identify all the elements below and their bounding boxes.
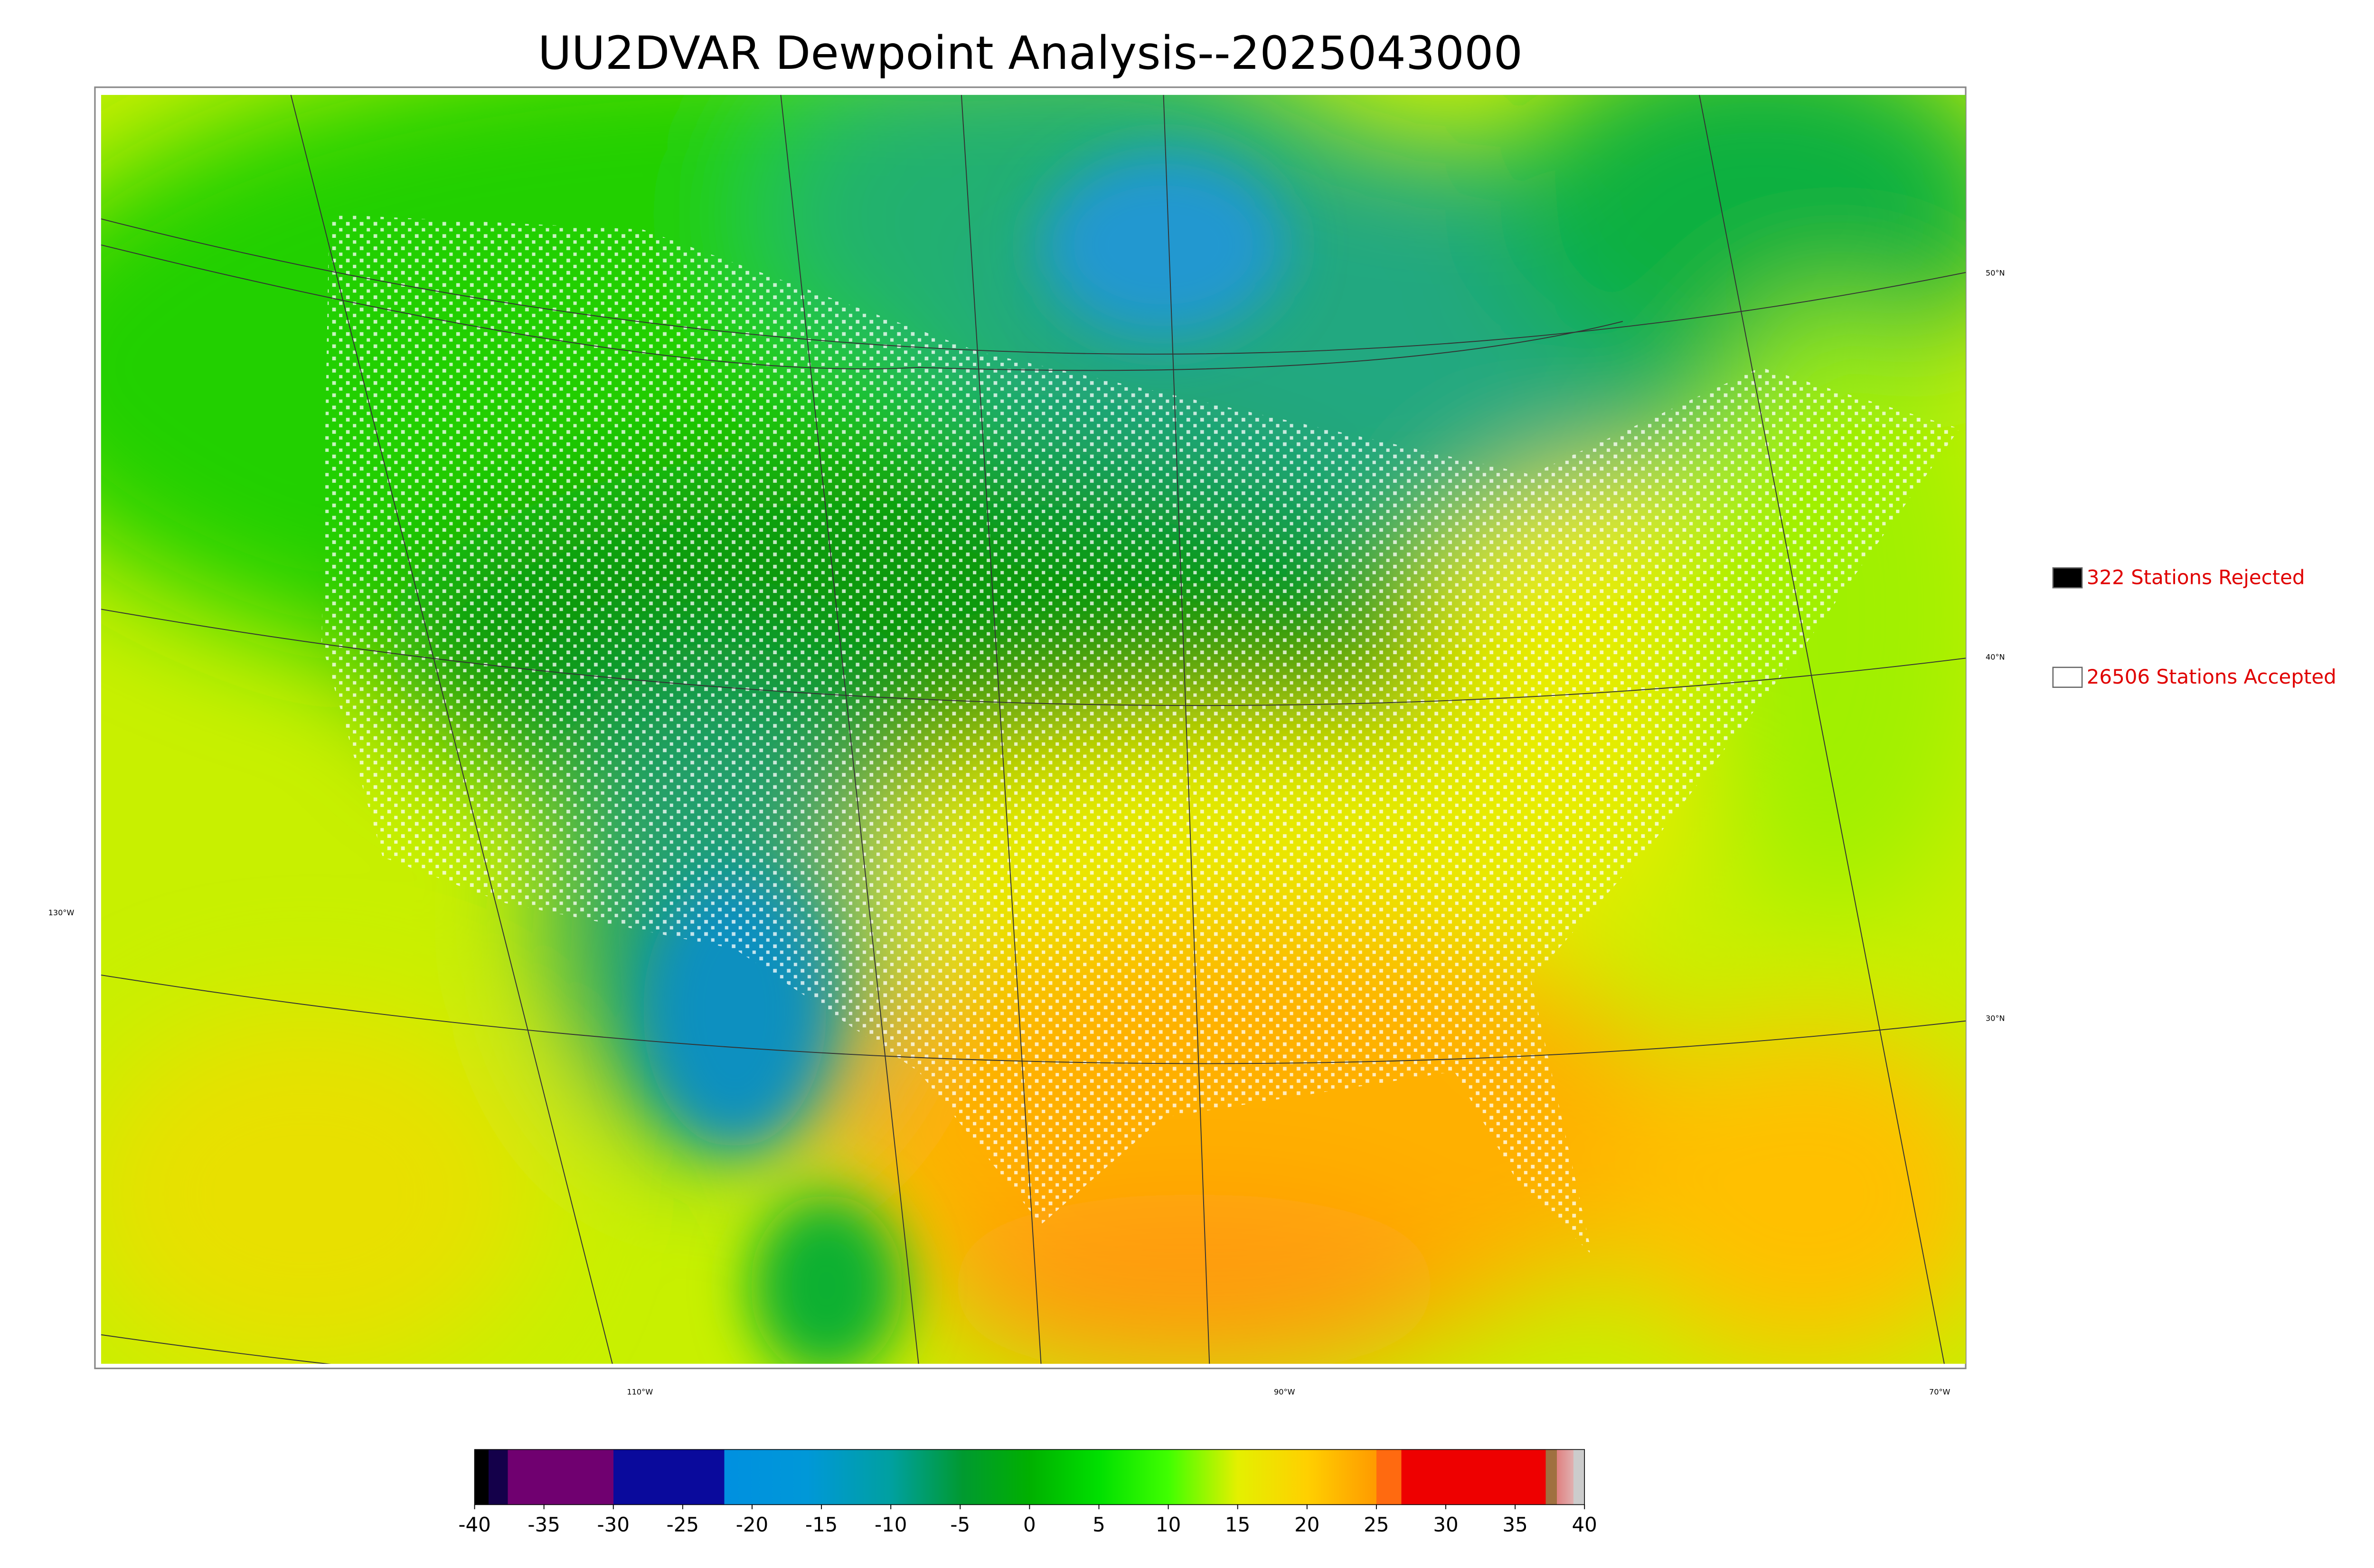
colorbar [474,1449,1585,1505]
lat-label: 40°N [1986,653,2005,662]
lon-label: 130°W [48,908,75,917]
lat-labels: 50°N 40°N 30°N [1986,268,2005,1023]
colorbar-tick-label: -15 [805,1513,838,1536]
colorbar-tick-label: -25 [667,1513,699,1536]
lat-label: 50°N [1986,268,2005,277]
colorbar-tick-label: 25 [1364,1513,1389,1536]
lon-label: 70°W [1929,1387,1950,1396]
colorbar-tick-label: 40 [1572,1513,1597,1536]
dewpoint-field [101,94,1966,1364]
colorbar-ticks: -40 -35 -30 -25 -20 -15 -10 -5 0 5 10 15 20 25 30 35 40 [458,1504,1597,1536]
colorbar-tick-label: -40 [458,1513,490,1536]
colorbar-tick-label: 5 [1093,1513,1105,1536]
lon-label: 110°W [627,1387,653,1396]
colorbar-tick-label: -35 [528,1513,560,1536]
colorbar-tick-label: -5 [950,1513,970,1536]
colorbar-tick-label: -10 [875,1513,907,1536]
colorbar-tick-label: 35 [1502,1513,1527,1536]
lon-labels: 130°W 110°W 90°W 70°W [48,908,1950,1396]
legend-label: 322 Stations Rejected [2087,565,2305,589]
colorbar-tick-label: 15 [1225,1513,1250,1536]
colorbar-tick-label: -30 [597,1513,630,1536]
lon-label: 90°W [1274,1387,1295,1396]
legend-label: 26506 Stations Accepted [2087,665,2336,688]
colorbar-tick-label: 30 [1433,1513,1458,1536]
colorbar-tick-label: 10 [1156,1513,1181,1536]
colorbar-tick-label: 20 [1294,1513,1319,1536]
legend: 322 Stations Rejected 26506 Stations Acce… [2052,565,2336,688]
colorbar-tick-label: -20 [736,1513,768,1536]
colorbar-tick-label: 0 [1023,1513,1036,1536]
map-title: UU2DVAR Dewpoint Analysis--2025043000 [538,26,1523,80]
legend-swatch [2052,567,2083,589]
lat-label: 30°N [1986,1014,2005,1023]
legend-swatch [2052,667,2083,688]
